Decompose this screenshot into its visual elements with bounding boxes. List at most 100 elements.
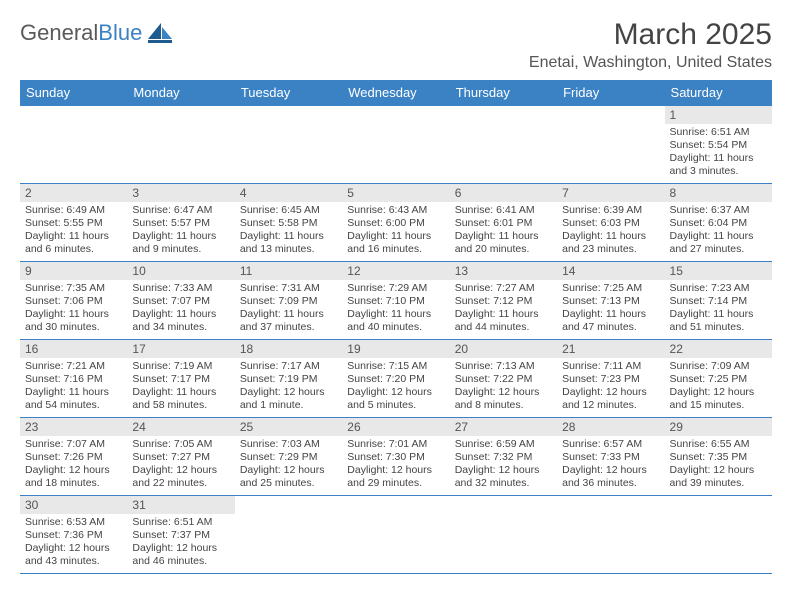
day-info: Sunrise: 6:41 AMSunset: 6:01 PMDaylight:…	[450, 202, 557, 261]
day-info: Sunrise: 6:49 AMSunset: 5:55 PMDaylight:…	[20, 202, 127, 261]
daylight-text: Daylight: 11 hours and 47 minutes.	[562, 308, 659, 334]
sunset-text: Sunset: 7:12 PM	[455, 295, 552, 308]
day-info: Sunrise: 6:53 AMSunset: 7:36 PMDaylight:…	[20, 514, 127, 573]
sunrise-text: Sunrise: 7:33 AM	[132, 282, 229, 295]
calendar-cell: 26Sunrise: 7:01 AMSunset: 7:30 PMDayligh…	[342, 418, 449, 496]
calendar-cell	[450, 496, 557, 574]
day-number: 7	[557, 184, 664, 202]
day-number: 23	[20, 418, 127, 436]
sunrise-text: Sunrise: 7:35 AM	[25, 282, 122, 295]
sunrise-text: Sunrise: 6:57 AM	[562, 438, 659, 451]
sunrise-text: Sunrise: 7:25 AM	[562, 282, 659, 295]
day-header: Sunday	[20, 80, 127, 106]
sunset-text: Sunset: 6:04 PM	[670, 217, 767, 230]
daylight-text: Daylight: 11 hours and 37 minutes.	[240, 308, 337, 334]
daylight-text: Daylight: 11 hours and 44 minutes.	[455, 308, 552, 334]
daylight-text: Daylight: 12 hours and 29 minutes.	[347, 464, 444, 490]
calendar-week: 9Sunrise: 7:35 AMSunset: 7:06 PMDaylight…	[20, 262, 772, 340]
daylight-text: Daylight: 11 hours and 16 minutes.	[347, 230, 444, 256]
sunset-text: Sunset: 7:07 PM	[132, 295, 229, 308]
day-header: Friday	[557, 80, 664, 106]
day-number: 2	[20, 184, 127, 202]
calendar-cell: 15Sunrise: 7:23 AMSunset: 7:14 PMDayligh…	[665, 262, 772, 340]
brand-logo: GeneralBlue	[20, 22, 174, 44]
day-number: 12	[342, 262, 449, 280]
calendar-cell	[557, 106, 664, 184]
sunset-text: Sunset: 7:06 PM	[25, 295, 122, 308]
calendar-cell: 22Sunrise: 7:09 AMSunset: 7:25 PMDayligh…	[665, 340, 772, 418]
day-info: Sunrise: 6:39 AMSunset: 6:03 PMDaylight:…	[557, 202, 664, 261]
sunrise-text: Sunrise: 6:41 AM	[455, 204, 552, 217]
daylight-text: Daylight: 11 hours and 9 minutes.	[132, 230, 229, 256]
daylight-text: Daylight: 11 hours and 27 minutes.	[670, 230, 767, 256]
daylight-text: Daylight: 11 hours and 23 minutes.	[562, 230, 659, 256]
day-number: 22	[665, 340, 772, 358]
day-header: Monday	[127, 80, 234, 106]
sunrise-text: Sunrise: 6:45 AM	[240, 204, 337, 217]
calendar-cell	[665, 496, 772, 574]
day-number: 19	[342, 340, 449, 358]
day-number: 29	[665, 418, 772, 436]
calendar-cell: 19Sunrise: 7:15 AMSunset: 7:20 PMDayligh…	[342, 340, 449, 418]
day-number: 9	[20, 262, 127, 280]
sunset-text: Sunset: 7:37 PM	[132, 529, 229, 542]
calendar-cell: 17Sunrise: 7:19 AMSunset: 7:17 PMDayligh…	[127, 340, 234, 418]
sunset-text: Sunset: 7:14 PM	[670, 295, 767, 308]
sunrise-text: Sunrise: 7:05 AM	[132, 438, 229, 451]
day-info: Sunrise: 6:51 AMSunset: 5:54 PMDaylight:…	[665, 124, 772, 183]
sunrise-text: Sunrise: 6:51 AM	[132, 516, 229, 529]
sunset-text: Sunset: 7:30 PM	[347, 451, 444, 464]
sunrise-text: Sunrise: 7:15 AM	[347, 360, 444, 373]
calendar-cell: 14Sunrise: 7:25 AMSunset: 7:13 PMDayligh…	[557, 262, 664, 340]
day-number: 13	[450, 262, 557, 280]
day-info: Sunrise: 7:13 AMSunset: 7:22 PMDaylight:…	[450, 358, 557, 417]
day-info: Sunrise: 7:07 AMSunset: 7:26 PMDaylight:…	[20, 436, 127, 495]
sunset-text: Sunset: 7:27 PM	[132, 451, 229, 464]
day-info: Sunrise: 7:23 AMSunset: 7:14 PMDaylight:…	[665, 280, 772, 339]
sunset-text: Sunset: 6:01 PM	[455, 217, 552, 230]
daylight-text: Daylight: 12 hours and 1 minute.	[240, 386, 337, 412]
calendar-cell: 27Sunrise: 6:59 AMSunset: 7:32 PMDayligh…	[450, 418, 557, 496]
sunset-text: Sunset: 7:25 PM	[670, 373, 767, 386]
sunrise-text: Sunrise: 6:51 AM	[670, 126, 767, 139]
day-header: Tuesday	[235, 80, 342, 106]
daylight-text: Daylight: 11 hours and 20 minutes.	[455, 230, 552, 256]
calendar-cell	[557, 496, 664, 574]
calendar-cell	[450, 106, 557, 184]
brand-text: GeneralBlue	[20, 22, 142, 44]
calendar-cell: 25Sunrise: 7:03 AMSunset: 7:29 PMDayligh…	[235, 418, 342, 496]
sunrise-text: Sunrise: 7:29 AM	[347, 282, 444, 295]
day-number: 16	[20, 340, 127, 358]
brand-part2: Blue	[98, 20, 142, 45]
calendar-cell: 5Sunrise: 6:43 AMSunset: 6:00 PMDaylight…	[342, 184, 449, 262]
day-info: Sunrise: 6:51 AMSunset: 7:37 PMDaylight:…	[127, 514, 234, 573]
calendar-cell	[235, 496, 342, 574]
sunset-text: Sunset: 5:55 PM	[25, 217, 122, 230]
daylight-text: Daylight: 11 hours and 30 minutes.	[25, 308, 122, 334]
calendar-cell: 28Sunrise: 6:57 AMSunset: 7:33 PMDayligh…	[557, 418, 664, 496]
daylight-text: Daylight: 11 hours and 34 minutes.	[132, 308, 229, 334]
brand-part1: General	[20, 20, 98, 45]
day-number: 25	[235, 418, 342, 436]
daylight-text: Daylight: 11 hours and 3 minutes.	[670, 152, 767, 178]
calendar-cell: 9 Sunrise: 7:35 AMSunset: 7:06 PMDaylight…	[20, 262, 127, 340]
sunrise-text: Sunrise: 7:03 AM	[240, 438, 337, 451]
sunrise-text: Sunrise: 7:31 AM	[240, 282, 337, 295]
day-info: Sunrise: 7:19 AMSunset: 7:17 PMDaylight:…	[127, 358, 234, 417]
daylight-text: Daylight: 11 hours and 51 minutes.	[670, 308, 767, 334]
daylight-text: Daylight: 12 hours and 32 minutes.	[455, 464, 552, 490]
day-info: Sunrise: 6:45 AMSunset: 5:58 PMDaylight:…	[235, 202, 342, 261]
calendar-cell	[20, 106, 127, 184]
daylight-text: Daylight: 11 hours and 13 minutes.	[240, 230, 337, 256]
sunset-text: Sunset: 5:57 PM	[132, 217, 229, 230]
day-info: Sunrise: 7:29 AMSunset: 7:10 PMDaylight:…	[342, 280, 449, 339]
calendar-cell: 20Sunrise: 7:13 AMSunset: 7:22 PMDayligh…	[450, 340, 557, 418]
calendar-cell: 23Sunrise: 7:07 AMSunset: 7:26 PMDayligh…	[20, 418, 127, 496]
sunset-text: Sunset: 7:26 PM	[25, 451, 122, 464]
day-info: Sunrise: 6:37 AMSunset: 6:04 PMDaylight:…	[665, 202, 772, 261]
day-info: Sunrise: 6:57 AMSunset: 7:33 PMDaylight:…	[557, 436, 664, 495]
sunrise-text: Sunrise: 6:53 AM	[25, 516, 122, 529]
daylight-text: Daylight: 12 hours and 12 minutes.	[562, 386, 659, 412]
sunset-text: Sunset: 7:29 PM	[240, 451, 337, 464]
day-number: 15	[665, 262, 772, 280]
